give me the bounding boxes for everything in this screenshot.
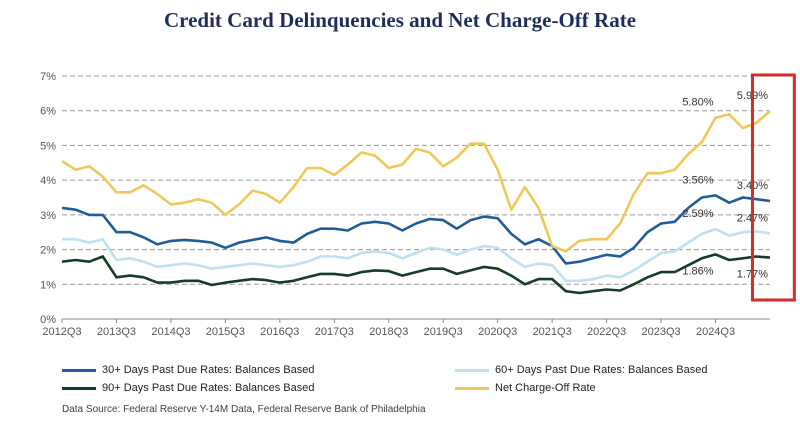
- chart-title: Credit Card Delinquencies and Net Charge…: [163, 8, 637, 32]
- series-line-dpd60: [62, 227, 771, 283]
- y-axis-ticks: 0% 1% 2% 3% 4% 5% 6% 7%: [40, 71, 56, 326]
- legend-label-dpd30: 30+ Days Past Due Rates: Balances Based: [102, 364, 315, 376]
- data-label: 5.80%: [682, 97, 713, 109]
- x-tick-label: 2017Q3: [315, 326, 354, 338]
- x-tick-label: 2012Q3: [42, 326, 81, 338]
- x-tick-label: 2014Q3: [151, 326, 190, 338]
- y-tick-label: 5%: [40, 140, 56, 152]
- series-line-dpd90: [61, 253, 771, 295]
- legend-label-nco: Net Charge-Off Rate: [495, 382, 596, 394]
- y-tick-label: 0%: [40, 314, 56, 326]
- data-label: 1.86%: [682, 265, 713, 277]
- data-label: 2.59%: [682, 208, 713, 220]
- x-axis-ticks: 2012Q3 2013Q3 2014Q3 2015Q3 2016Q3 2017Q3 2018…: [42, 319, 735, 338]
- x-tick-label: 2018Q3: [369, 326, 408, 338]
- y-tick-label: 1%: [40, 279, 56, 291]
- data-labels: 5.80%5.99%3.56% 3.40%2.59% 2.47%1.86% 1.77%: [682, 90, 768, 280]
- series-line-dpd30: [61, 194, 771, 265]
- x-tick-label: 2021Q3: [533, 326, 572, 338]
- x-tick-label: 2013Q3: [97, 326, 136, 338]
- x-tick-label: 2023Q3: [641, 326, 680, 338]
- series-lines: [61, 110, 771, 295]
- x-tick-label: 2019Q3: [424, 326, 463, 338]
- legend-item-nco: Net Charge-Off Rate: [455, 382, 596, 394]
- x-tick-label: 2016Q3: [260, 326, 299, 338]
- data-label: 3.56%: [682, 174, 713, 186]
- y-tick-label: 7%: [40, 71, 56, 83]
- legend-label-dpd60: 60+ Days Past Due Rates: Balances Based: [495, 364, 708, 376]
- legend-item-dpd90: 90+ Days Past Due Rates: Balances Based: [62, 382, 314, 394]
- highlight-box-layer: [750, 73, 796, 302]
- gridlines: [62, 75, 770, 320]
- y-tick-label: 6%: [40, 106, 56, 118]
- legend-swatch-dpd60: [455, 368, 489, 372]
- legend-item-dpd30: 30+ Days Past Due Rates: Balances Based: [62, 364, 314, 376]
- y-tick-label: 2%: [40, 245, 56, 257]
- legend-item-dpd60: 60+ Days Past Due Rates: Balances Based: [455, 364, 707, 376]
- legend-swatch-dpd90: [62, 386, 96, 390]
- x-tick-label: 2024Q3: [696, 326, 735, 338]
- series-line-nco: [61, 110, 771, 253]
- data-source-note: Data Source: Federal Reserve Y-14M Data,…: [62, 404, 426, 415]
- legend-swatch-nco: [455, 386, 489, 390]
- x-tick-label: 2022Q3: [587, 326, 626, 338]
- x-tick-label: 2020Q3: [478, 326, 517, 338]
- highlight-box: [750, 73, 796, 302]
- x-tick-label: 2015Q3: [206, 326, 245, 338]
- legend-label-dpd90: 90+ Days Past Due Rates: Balances Based: [102, 382, 315, 394]
- y-tick-label: 3%: [40, 210, 56, 222]
- legend-swatch-dpd30: [62, 368, 96, 372]
- y-tick-label: 4%: [40, 175, 56, 187]
